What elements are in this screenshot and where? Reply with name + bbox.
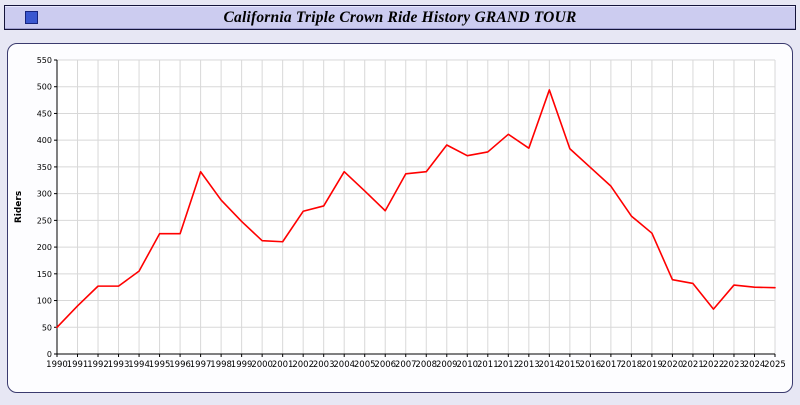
x-tick-label: 2021 [682,360,704,370]
x-tick-label: 1990 [46,360,68,370]
x-tick-label: 2002 [292,360,314,370]
x-tick-label: 1997 [190,360,212,370]
y-tick-label: 200 [37,243,52,252]
x-tick-label: 2004 [333,360,355,370]
x-tick-label: 2003 [313,360,335,370]
x-tick-label: 2000 [251,360,273,370]
x-tick-label: 2015 [559,360,581,370]
x-tick-label: 2010 [456,360,478,370]
x-tick-label: 2022 [703,360,725,370]
chart-panel: 0 50 100 150 200 250 300 350 400 450 500 550 1990 199… [7,43,793,393]
x-tick-label: 2019 [641,360,663,370]
x-tick-label: 2011 [477,360,499,370]
blue-square-icon [25,11,38,24]
x-tick-label: 1998 [210,360,232,370]
x-tick-label: 2016 [580,360,602,370]
x-tick-label: 2008 [415,360,437,370]
x-tick-label: 2020 [662,360,684,370]
y-tick-label: 350 [37,163,52,172]
riders-line-series [56,89,776,329]
x-tick-label: 2005 [354,360,376,370]
x-tick-label: 1995 [149,360,171,370]
x-tick-label: 2025 [764,360,786,370]
x-tick-label: 2014 [539,360,561,370]
x-tick-label: 2009 [436,360,458,370]
x-tick-label: 2024 [744,360,766,370]
y-tick-label: 100 [37,297,52,306]
x-tick-label: 1994 [128,360,150,370]
y-tick-label: 400 [37,136,52,145]
x-tick-label: 2006 [374,360,396,370]
y-tick-label: 150 [37,270,52,279]
x-tick-label: 2001 [272,360,294,370]
y-tick-label: 0 [47,350,52,359]
y-tick-label: 500 [37,83,52,92]
plot-area [57,60,775,354]
y-tick-label: 300 [37,190,52,199]
y-tick-label: 250 [37,216,52,225]
x-tick-label: 1992 [87,360,109,370]
y-tick-label: 450 [37,109,52,118]
x-tick-label: 2012 [497,360,519,370]
x-tick-label: 1996 [169,360,191,370]
x-tick-label: 1993 [108,360,130,370]
x-tick-label: 2018 [621,360,643,370]
x-tick-label: 2023 [723,360,745,370]
y-tick-label: 50 [42,323,52,332]
x-tick-label: 1991 [67,360,89,370]
x-tick-label: 2007 [395,360,417,370]
ride-history-line-chart: 0501001502002503003504004505005501990199… [14,56,786,370]
y-tick-label: 550 [37,56,52,65]
y-axis-title: Riders [14,191,24,223]
page-title: California Triple Crown Ride History GRA… [223,8,577,26]
title-bar: California Triple Crown Ride History GRA… [4,5,796,30]
x-tick-label: 2013 [518,360,540,370]
x-tick-label: 2017 [600,360,622,370]
x-tick-label: 1999 [231,360,253,370]
